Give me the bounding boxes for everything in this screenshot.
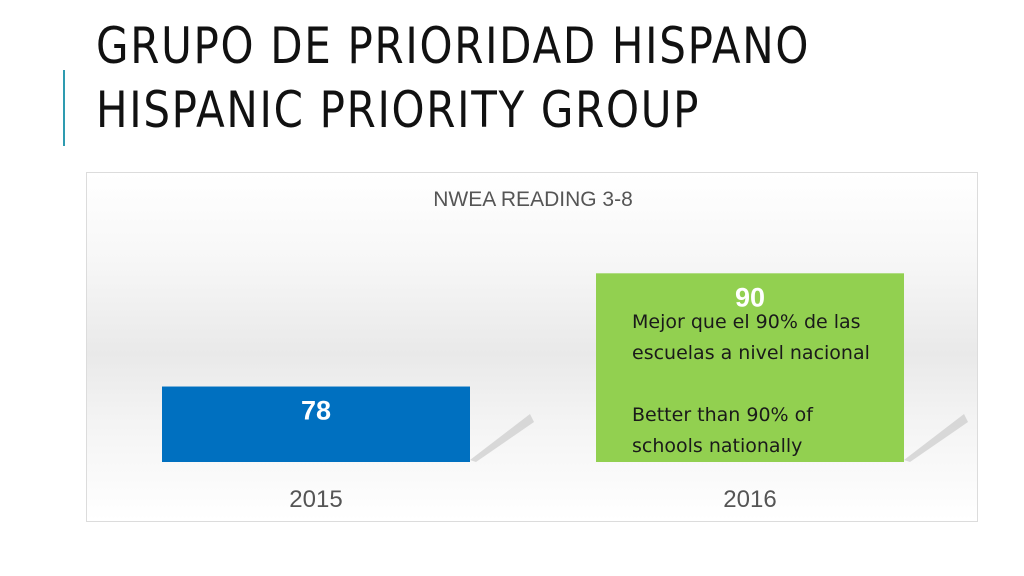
x-tick-label-2016: 2016: [723, 486, 776, 513]
chart-area: NWEA READING 3-8 78 2015 90 2016 Mejor que …: [86, 172, 978, 522]
annotation-line-spanish-1: Mejor que el 90% de las: [632, 311, 861, 333]
bar-2015: [162, 386, 470, 462]
bar-chart: NWEA READING 3-8 78 2015 90 2016: [162, 188, 968, 513]
bar-2016: [596, 273, 904, 462]
bar-shadow-2015: [470, 414, 534, 462]
chart-title: NWEA READING 3-8: [433, 188, 633, 211]
data-label-2015: 78: [301, 396, 331, 426]
title-accent-bar: [63, 70, 65, 146]
bar-annotation: Mejor que el 90% de las escuelas a nivel…: [632, 307, 902, 462]
annotation-spacer: [632, 369, 902, 400]
slide-title: GRUPO DE PRIORIDAD HISPANO HISPANIC PRIO…: [96, 14, 810, 142]
annotation-line-english-2: schools nationally: [632, 435, 803, 457]
bar-shadow-2016: [904, 414, 968, 462]
x-tick-label-2015: 2015: [289, 486, 342, 513]
data-label-2016: 90: [735, 282, 765, 312]
annotation-line-english-1: Better than 90% of: [632, 404, 813, 426]
annotation-line-spanish-2: escuelas a nivel nacional: [632, 342, 870, 364]
title-line-spanish: GRUPO DE PRIORIDAD HISPANO: [96, 17, 811, 75]
title-line-english: HISPANIC PRIORITY GROUP: [96, 81, 701, 139]
